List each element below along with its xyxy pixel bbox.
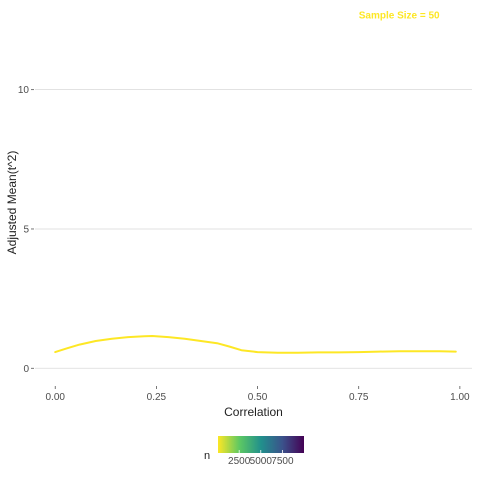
y-tick-label-2: 10 <box>18 85 30 96</box>
y-tick-label-0: 0 <box>23 364 29 375</box>
x-tick-label-1: 0.25 <box>147 392 167 403</box>
series-line-0 <box>54 335 457 354</box>
legend-title: n <box>204 450 210 462</box>
x-tick-label-0: 0.00 <box>45 392 65 403</box>
x-tick-label-4: 1.00 <box>450 392 470 403</box>
series-layer <box>54 335 457 354</box>
x-axis-title: Correlation <box>224 405 283 419</box>
y-axis-title: Adjusted Mean(t^2) <box>5 151 19 255</box>
legend-colorbar <box>218 436 304 453</box>
annotation-sample-size: Sample Size = 50 <box>359 10 440 21</box>
legend-label-0: 2500 <box>228 456 251 467</box>
tick-layer: 0 5 10 0.00 0.25 0.50 0.75 1.00 <box>18 85 470 403</box>
legend-label-2: 7500 <box>271 456 294 467</box>
grid-layer <box>35 89 472 369</box>
legend-labels: 2500 5000 7500 <box>228 450 294 467</box>
x-tick-label-2: 0.50 <box>248 392 268 403</box>
x-tick-label-3: 0.75 <box>349 392 369 403</box>
legend-label-1: 5000 <box>250 456 273 467</box>
y-tick-label-1: 5 <box>23 224 29 235</box>
color-legend: n 2500 5000 7500 <box>204 436 304 467</box>
